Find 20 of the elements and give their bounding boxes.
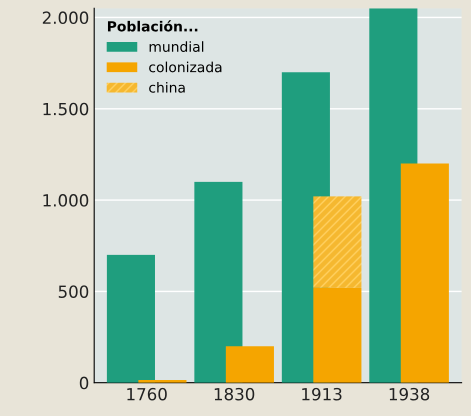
- bar: [106, 254, 155, 383]
- bar: [194, 182, 242, 383]
- x-tick-label: 1830: [214, 388, 254, 400]
- bar: [313, 288, 362, 383]
- legend-title: Población...: [108, 20, 198, 32]
- legend-label: colonizada: [149, 62, 222, 72]
- bar: [138, 380, 186, 383]
- y-tick-label: 1.000: [43, 194, 88, 207]
- x-tick-label: 1913: [302, 388, 342, 400]
- y-tick-label: 500: [58, 285, 88, 298]
- x-tick-label: 1760: [127, 388, 167, 400]
- legend-label: china: [149, 82, 185, 93]
- y-tick-label: 2.000: [42, 11, 88, 24]
- legend-label: mundial: [150, 41, 204, 52]
- x-tick-label: 1938: [390, 388, 430, 400]
- bar: [313, 196, 362, 288]
- bar: [400, 164, 449, 383]
- y-tick-label: 0: [80, 376, 88, 390]
- y-tick-label: 1.500: [43, 102, 88, 116]
- bar: [226, 346, 274, 383]
